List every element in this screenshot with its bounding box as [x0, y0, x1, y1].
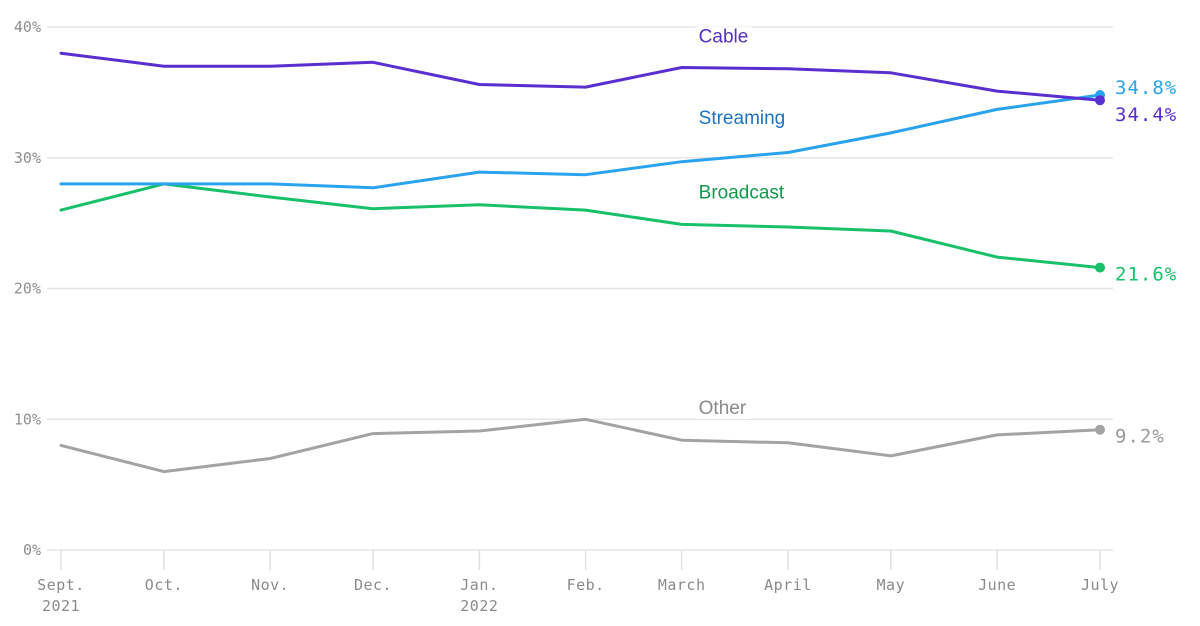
end-point-other	[1095, 424, 1105, 435]
end-value-label-broadcast: 21.6%	[1115, 264, 1177, 286]
series-label-background	[695, 182, 788, 204]
end-point-broadcast	[1095, 262, 1105, 273]
x-tick-label: May	[877, 576, 906, 594]
x-tick-label-year: 2021	[42, 597, 80, 615]
x-tick-label: Nov.	[251, 576, 289, 594]
x-tick-label: April	[764, 576, 812, 594]
series-labels: Cable Streaming Broadcast Other 34.4% 34.8% 21…	[695, 26, 1177, 448]
y-axis: 0% 10% 20% 30% 40%	[14, 18, 41, 559]
y-tick-label: 10%	[14, 410, 41, 428]
series-line-streaming	[59, 93, 1102, 190]
series-line-other	[59, 417, 1102, 474]
series-label-other: Other	[699, 398, 747, 419]
x-tick-label: Dec.	[354, 576, 392, 594]
series-label-background	[695, 107, 789, 129]
end-value-label-other: 9.2%	[1115, 426, 1165, 448]
y-tick-label: 40%	[14, 18, 41, 36]
x-tick-label-year: 2022	[460, 597, 498, 615]
series-label-cable: Cable	[699, 27, 749, 48]
x-tick-label: Sept.	[37, 576, 85, 594]
gridlines	[47, 26, 1113, 551]
series-label-background	[695, 26, 752, 48]
series-line-cable	[59, 51, 1102, 102]
series-label-background	[695, 398, 750, 420]
x-tick-label: July	[1081, 576, 1119, 594]
x-tick-label: Jan.	[460, 576, 498, 594]
series-line-broadcast	[59, 182, 1102, 270]
series-lines	[59, 51, 1105, 474]
end-value-label-streaming: 34.8%	[1115, 77, 1177, 99]
x-tick-label: Oct.	[145, 576, 183, 594]
series-label-broadcast: Broadcast	[699, 182, 785, 203]
x-tick-label: March	[658, 576, 706, 594]
y-tick-label: 0%	[23, 541, 41, 559]
end-point-cable	[1095, 95, 1105, 106]
x-tick-label: June	[978, 576, 1016, 594]
x-tick-label: Feb.	[567, 576, 605, 594]
y-tick-label: 20%	[14, 280, 41, 298]
end-value-label-cable: 34.4%	[1115, 104, 1177, 126]
y-tick-label: 30%	[14, 149, 41, 167]
series-label-streaming: Streaming	[699, 108, 786, 129]
x-axis: Sept. 2021 Oct. Nov. Dec. Jan. 2022 Feb. March Ap…	[37, 550, 1119, 615]
